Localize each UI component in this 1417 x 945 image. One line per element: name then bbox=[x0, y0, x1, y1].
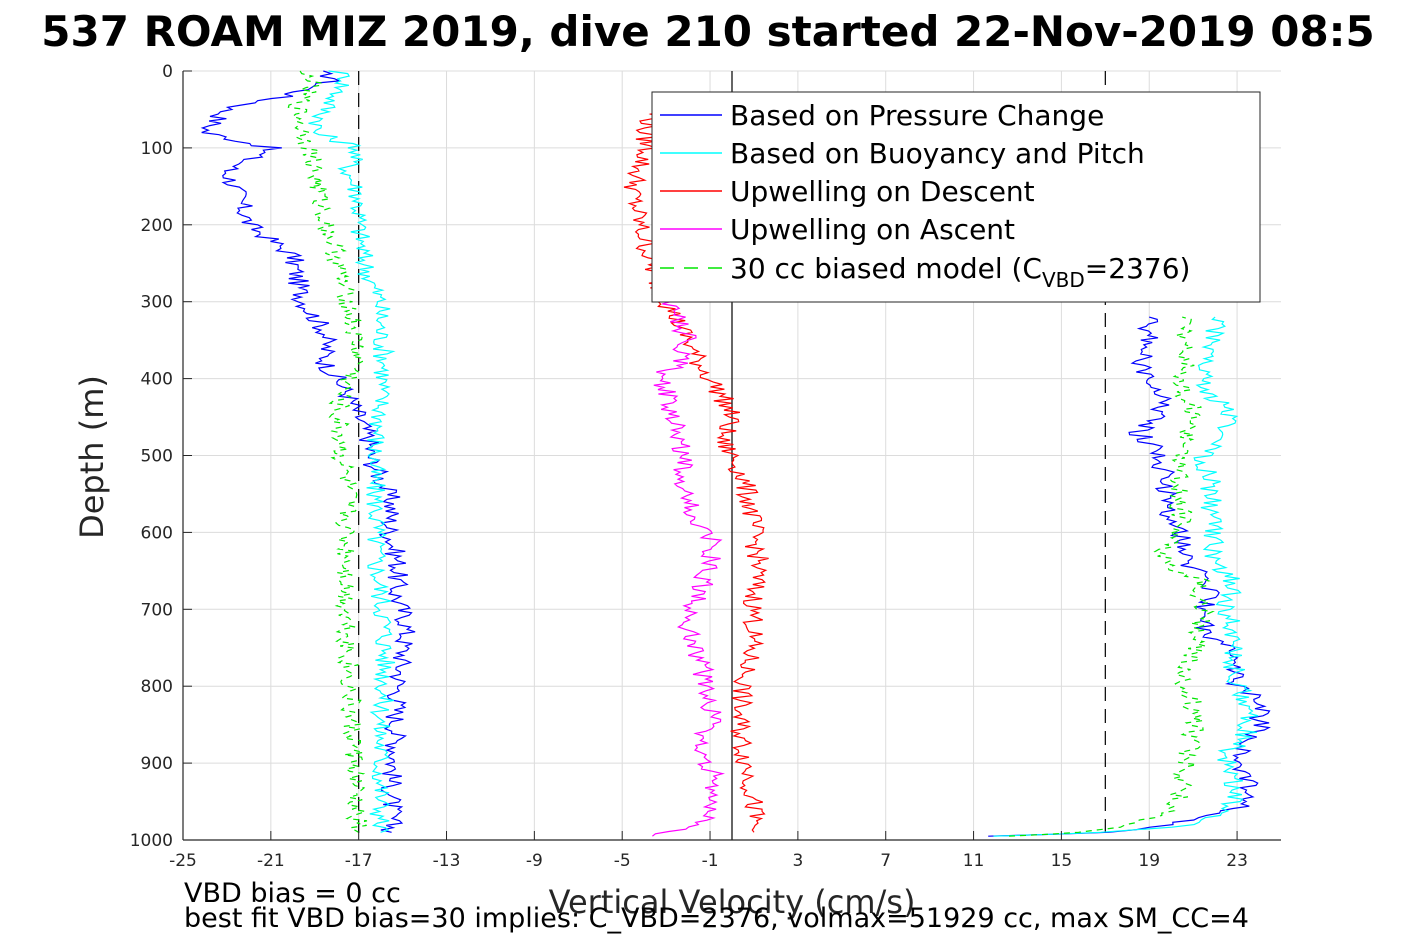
y-tick-label: 0 bbox=[162, 62, 173, 82]
y-tick-label: 200 bbox=[141, 216, 173, 236]
vbd-bias-note: VBD bias = 0 cc bbox=[184, 878, 401, 909]
x-axis-label: Vertical Velocity (cm/s) bbox=[549, 883, 916, 921]
y-tick-label: 700 bbox=[141, 600, 173, 620]
legend: Based on Pressure Change Based on Buoyanc… bbox=[651, 91, 1261, 303]
series-lines bbox=[200, 70, 1271, 837]
y-tick-label: 900 bbox=[141, 754, 173, 774]
x-tick-label: 23 bbox=[1226, 851, 1248, 871]
series-1-ascent-line bbox=[988, 316, 1271, 837]
series-2-ascent-line bbox=[993, 316, 1259, 837]
y-tick-label: 400 bbox=[141, 370, 173, 390]
legend-label: Based on Pressure Change bbox=[730, 99, 1104, 132]
x-tick-label: -21 bbox=[257, 851, 285, 871]
x-tick-labels: -25 -21 -17 -13 -9 -5 -1 3 7 11 15 19 23 bbox=[169, 851, 1248, 871]
legend-label: Upwelling on Ascent bbox=[730, 213, 1015, 246]
y-tick-label: 1000 bbox=[130, 831, 173, 851]
legend-label: Upwelling on Descent bbox=[730, 175, 1035, 208]
y-tick-label: 100 bbox=[141, 139, 173, 159]
x-tick-label: -1 bbox=[702, 851, 719, 871]
y-tick-label: 500 bbox=[141, 447, 173, 467]
axes bbox=[182, 70, 1281, 841]
best-fit-note: best fit VBD bias=30 implies: C_VBD=2376… bbox=[184, 903, 1249, 934]
y-axis-label: Depth (m) bbox=[73, 375, 111, 539]
series-3-descent-line bbox=[623, 108, 769, 833]
x-tick-label: 3 bbox=[792, 851, 803, 871]
chart-title: 537 ROAM MIZ 2019, dive 210 started 22-N… bbox=[41, 7, 1374, 56]
x-tick-label: -9 bbox=[526, 851, 543, 871]
y-tick-labels: 0 100 200 300 400 500 600 700 800 900 1000 bbox=[130, 62, 173, 851]
series-4-ascent-line bbox=[652, 301, 725, 837]
x-tick-label: -13 bbox=[433, 851, 461, 871]
x-tick-label: 15 bbox=[1051, 851, 1073, 871]
series-5-ascent-line bbox=[1008, 316, 1215, 837]
x-tick-label: -5 bbox=[614, 851, 631, 871]
y-tick-label: 300 bbox=[141, 293, 173, 313]
legend-box bbox=[651, 91, 1261, 303]
series-2-descent-line bbox=[308, 70, 396, 833]
legend-label: 30 cc biased model (CVBD=2376) bbox=[730, 252, 1190, 292]
y-tick-label: 600 bbox=[141, 523, 173, 543]
series-5-descent-line bbox=[287, 70, 368, 833]
x-tick-label: -25 bbox=[169, 851, 197, 871]
x-tick-label: 11 bbox=[963, 851, 985, 871]
legend-label: Based on Buoyancy and Pitch bbox=[730, 137, 1145, 170]
series-1-descent-line bbox=[200, 70, 416, 833]
x-tick-label: -17 bbox=[345, 851, 373, 871]
x-tick-label: 19 bbox=[1138, 851, 1160, 871]
y-tick-label: 800 bbox=[141, 677, 173, 697]
x-tick-label: 7 bbox=[880, 851, 891, 871]
